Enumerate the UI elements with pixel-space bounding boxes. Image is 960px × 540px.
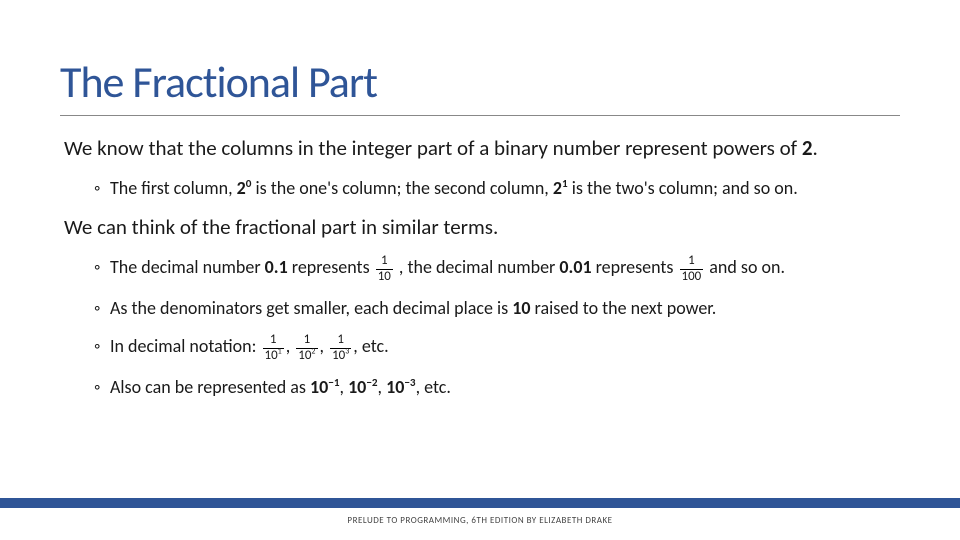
- text-bold: 2: [553, 177, 562, 199]
- text: , etc.: [416, 376, 451, 398]
- den-base: 10: [298, 348, 311, 363]
- footer-text: PRELUDE TO PROGRAMMING, 6TH EDITION BY E…: [0, 515, 960, 526]
- den-sup: 3: [345, 346, 349, 356]
- text-bold: 2: [802, 135, 813, 161]
- text-bold: 2: [237, 177, 246, 199]
- den-sup: 2: [311, 346, 315, 356]
- denominator: 101: [263, 349, 284, 363]
- sub-negative-exponents: Also can be represented as 10−1, 10−2, 1…: [94, 373, 900, 402]
- fraction: 110: [376, 255, 393, 284]
- fraction: 1102: [296, 334, 317, 363]
- den-sup: 1: [278, 346, 282, 356]
- den-base: 10: [265, 348, 278, 363]
- text: represents: [288, 256, 374, 278]
- text: ,: [378, 376, 387, 398]
- text: The first column,: [110, 177, 237, 199]
- text-bold: 10: [348, 376, 366, 398]
- para-intro: We know that the columns in the integer …: [64, 134, 900, 162]
- sub-columns: The first column, 20 is the one's column…: [94, 174, 900, 203]
- text: In decimal notation:: [110, 335, 261, 357]
- slide-title: The Fractional Part: [60, 55, 900, 109]
- slide-title-block: The Fractional Part: [60, 55, 900, 116]
- text: ,: [320, 335, 329, 357]
- text-bold: 10: [386, 376, 404, 398]
- superscript: −1: [328, 375, 339, 389]
- numerator: 1: [680, 255, 704, 270]
- text: is the two's column; and so on.: [568, 177, 798, 199]
- text: .: [813, 135, 818, 161]
- text: is the one's column; the second column,: [251, 177, 552, 199]
- fraction: 1103: [330, 334, 351, 363]
- denominator: 100: [680, 270, 704, 284]
- text: As the denominators get smaller, each de…: [110, 297, 512, 319]
- text: The decimal number: [110, 256, 265, 278]
- text: ,: [340, 376, 349, 398]
- text: ,: [286, 335, 295, 357]
- denominator: 103: [330, 349, 351, 363]
- fraction: 1100: [680, 255, 704, 284]
- denominator: 102: [296, 349, 317, 363]
- text: Also can be represented as: [110, 376, 310, 398]
- text: raised to the next power.: [530, 297, 716, 319]
- superscript: −3: [404, 375, 415, 389]
- fraction: 1101: [263, 334, 284, 363]
- sub-denominators: As the denominators get smaller, each de…: [94, 294, 900, 323]
- text: , etc.: [353, 335, 388, 357]
- text: and so on.: [705, 256, 785, 278]
- text: represents: [592, 256, 678, 278]
- text-bold: 0.01: [559, 256, 591, 278]
- sub-decimal-notation: In decimal notation: 1101, 1102, 1103, e…: [94, 332, 900, 362]
- slide: The Fractional Part We know that the col…: [0, 0, 960, 540]
- text: , the decimal number: [395, 256, 560, 278]
- superscript: −2: [366, 375, 377, 389]
- text-bold: 0.1: [265, 256, 288, 278]
- sub-decimal-examples: The decimal number 0.1 represents 110 , …: [94, 253, 900, 283]
- denominator: 10: [376, 270, 393, 284]
- para-fractional: We can think of the fractional part in s…: [64, 213, 900, 241]
- slide-body: We know that the columns in the integer …: [60, 134, 900, 401]
- text: We know that the columns in the integer …: [64, 135, 802, 161]
- den-base: 10: [332, 348, 345, 363]
- numerator: 1: [376, 255, 393, 270]
- text-bold: 10: [512, 297, 530, 319]
- text-bold: 10: [310, 376, 328, 398]
- footer-bar: [0, 498, 960, 508]
